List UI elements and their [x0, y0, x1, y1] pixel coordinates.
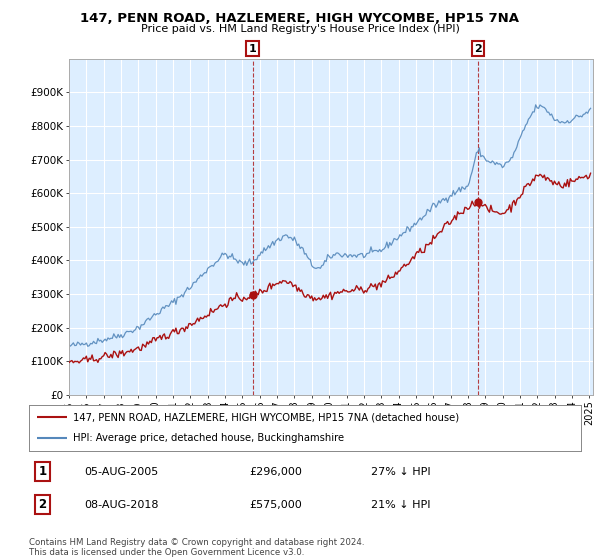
Text: 147, PENN ROAD, HAZLEMERE, HIGH WYCOMBE, HP15 7NA: 147, PENN ROAD, HAZLEMERE, HIGH WYCOMBE,… [80, 12, 520, 25]
Text: 21% ↓ HPI: 21% ↓ HPI [371, 500, 431, 510]
Text: Price paid vs. HM Land Registry's House Price Index (HPI): Price paid vs. HM Land Registry's House … [140, 24, 460, 34]
Text: 147, PENN ROAD, HAZLEMERE, HIGH WYCOMBE, HP15 7NA (detached house): 147, PENN ROAD, HAZLEMERE, HIGH WYCOMBE,… [73, 412, 459, 422]
Text: £296,000: £296,000 [250, 466, 302, 477]
Text: 2: 2 [38, 498, 47, 511]
Text: Contains HM Land Registry data © Crown copyright and database right 2024.
This d: Contains HM Land Registry data © Crown c… [29, 538, 364, 557]
Text: 1: 1 [38, 465, 47, 478]
Text: 27% ↓ HPI: 27% ↓ HPI [371, 466, 431, 477]
Text: 05-AUG-2005: 05-AUG-2005 [84, 466, 158, 477]
Text: £575,000: £575,000 [250, 500, 302, 510]
Text: 08-AUG-2018: 08-AUG-2018 [84, 500, 158, 510]
Text: 2: 2 [474, 44, 482, 54]
Text: 1: 1 [248, 44, 256, 54]
Text: HPI: Average price, detached house, Buckinghamshire: HPI: Average price, detached house, Buck… [73, 433, 344, 444]
